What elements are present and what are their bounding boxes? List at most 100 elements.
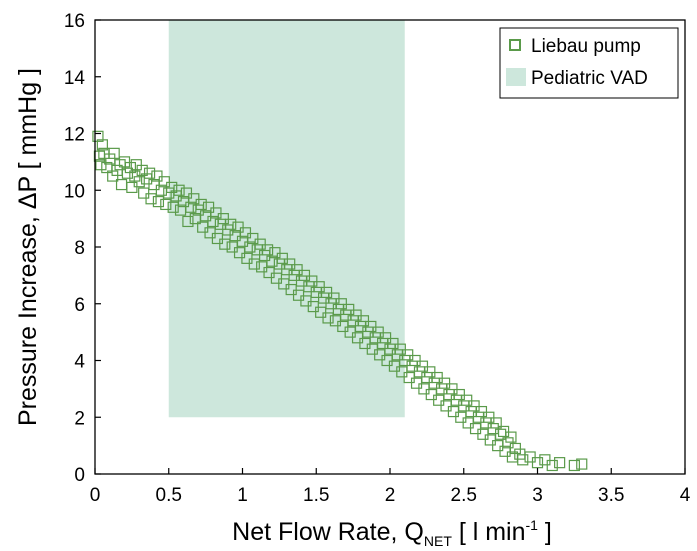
data-point <box>145 193 157 205</box>
data-point <box>387 337 399 350</box>
data-point <box>531 457 544 469</box>
data-point <box>143 167 156 179</box>
data-point <box>329 315 342 327</box>
y-axis-label: Pressure Increase, ΔP [ mmHg ] <box>14 68 42 426</box>
data-point <box>388 360 401 372</box>
y-tick-label: 8 <box>74 238 85 259</box>
data-point <box>379 332 392 344</box>
data-point <box>505 431 517 443</box>
data-point <box>446 383 458 395</box>
data-point <box>210 207 222 219</box>
data-point <box>130 159 142 171</box>
legend-label-pediatric-vad: Pediatric VAD <box>531 68 648 89</box>
x-tick-label: 4 <box>680 485 691 506</box>
data-point <box>298 269 311 281</box>
data-point <box>256 261 268 273</box>
legend: Liebau pump Pediatric VAD <box>499 27 679 99</box>
data-point <box>180 187 193 199</box>
data-point <box>492 440 504 452</box>
y-tick-label: 14 <box>64 68 86 89</box>
data-point <box>413 366 426 378</box>
data-point <box>291 264 303 276</box>
data-point <box>225 218 237 230</box>
data-point <box>173 184 185 196</box>
data-point <box>546 459 558 472</box>
data-point <box>450 394 462 406</box>
data-point <box>151 170 163 182</box>
data-point <box>278 278 290 290</box>
data-point <box>357 315 370 327</box>
data-point <box>337 320 349 333</box>
data-point <box>443 388 455 401</box>
data-point <box>483 411 495 423</box>
data-point <box>453 388 465 401</box>
data-point <box>475 405 488 418</box>
data-point <box>241 252 253 264</box>
data-point <box>182 215 194 228</box>
data-point <box>284 258 296 270</box>
data-point <box>95 159 107 171</box>
data-point <box>350 309 362 321</box>
legend-swatch-pediatric-vad <box>506 68 526 86</box>
x-tick-label: 2.5 <box>451 485 477 506</box>
x-axis-label: Net Flow Rate, QNET [ l min-1 ] <box>232 517 552 549</box>
data-point <box>263 266 275 279</box>
data-point <box>344 326 356 338</box>
data-point <box>328 292 340 304</box>
data-point <box>276 252 288 264</box>
x-axis-label-subscript: NET <box>424 533 452 549</box>
y-tick-label: 2 <box>74 408 85 429</box>
ticks-layer <box>94 19 686 475</box>
data-point <box>539 454 551 466</box>
data-point <box>133 176 145 188</box>
data-point <box>477 428 489 440</box>
data-point <box>232 221 244 233</box>
data-point <box>436 383 448 395</box>
data-point <box>554 457 566 469</box>
data-point <box>335 298 347 310</box>
data-point <box>409 354 421 367</box>
data-point <box>138 187 150 199</box>
data-point <box>351 332 364 344</box>
points-layer <box>92 130 588 472</box>
data-point <box>440 400 452 412</box>
data-point <box>121 167 134 179</box>
data-point <box>402 349 414 361</box>
data-point <box>418 383 430 395</box>
data-point <box>480 417 492 429</box>
data-point <box>219 238 231 250</box>
data-point <box>455 411 467 423</box>
data-point <box>108 147 120 159</box>
data-point <box>431 371 443 384</box>
data-point <box>269 247 281 259</box>
data-point <box>372 326 384 338</box>
data-point <box>428 377 440 389</box>
x-axis-label-close: ] <box>538 518 552 546</box>
data-point <box>343 303 355 316</box>
x-axis-label-superscript: -1 <box>526 517 539 533</box>
data-point <box>204 227 216 239</box>
data-point <box>292 289 305 301</box>
tick-labels-layer: 0 0.5 1 1.5 2 2.5 3 3.5 4 0 2 4 6 8 10 12 14 16 <box>64 11 691 506</box>
data-point <box>167 201 179 213</box>
data-point <box>438 377 451 389</box>
data-point <box>226 241 238 253</box>
x-tick-label: 3.5 <box>598 485 624 506</box>
data-point <box>568 459 580 472</box>
data-point <box>300 295 312 307</box>
data-point <box>254 238 266 250</box>
data-point <box>394 343 406 355</box>
data-point <box>433 394 445 406</box>
data-point <box>359 337 371 350</box>
data-point <box>306 275 318 287</box>
x-tick-label: 0 <box>90 485 101 506</box>
x-tick-label: 2 <box>385 485 396 506</box>
data-point <box>484 434 496 446</box>
x-axis-label-unit: [ l min <box>452 518 526 546</box>
region-layer <box>168 20 405 418</box>
data-point <box>247 232 259 245</box>
data-point <box>152 196 165 208</box>
data-point <box>421 371 433 384</box>
data-point <box>468 400 480 412</box>
data-point <box>458 400 470 412</box>
